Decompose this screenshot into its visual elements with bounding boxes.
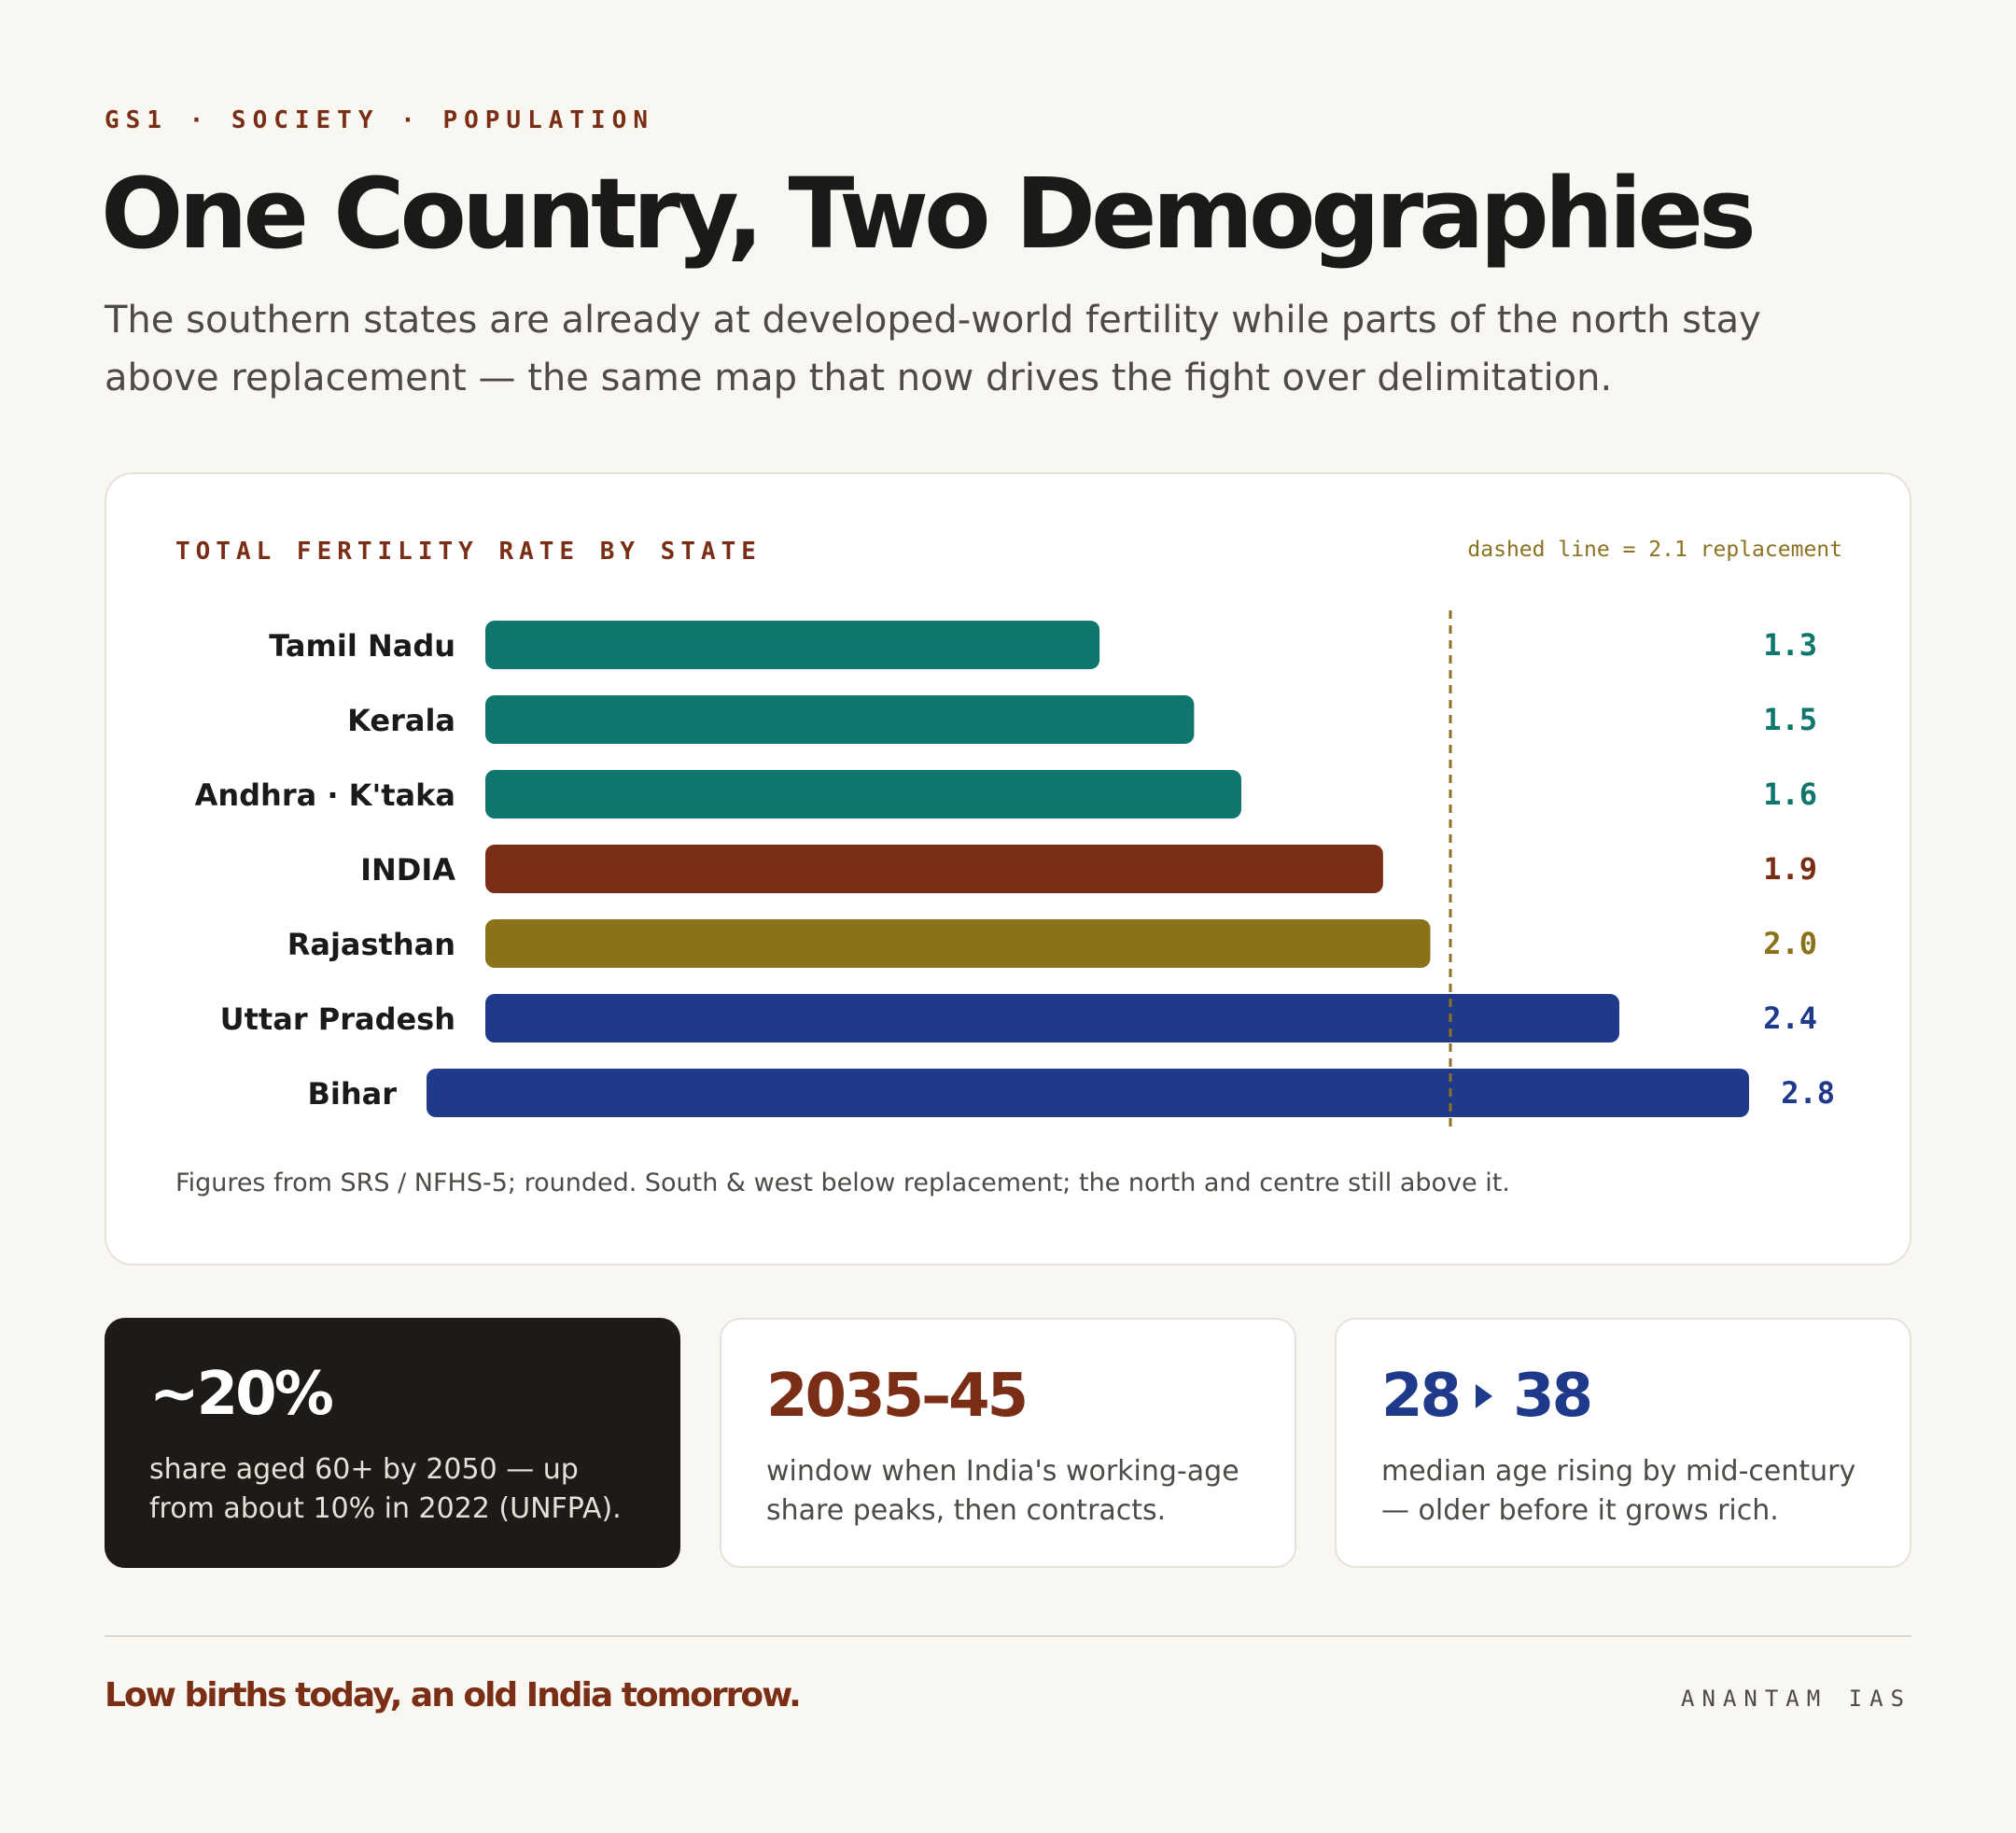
bar-andhra-k-taka — [485, 770, 1241, 819]
fertility-bar-chart: Tamil Nadu 1.3 Kerala 1.5 Andhra · K'taka 1.6… — [195, 610, 1835, 1133]
median-age-from: 28 — [1381, 1362, 1462, 1431]
category-label: Rajasthan — [287, 927, 455, 962]
bar-row-andhra-k-taka: Andhra · K'taka 1.6 — [195, 770, 1817, 819]
stat-card-elderly-share: ~20% share aged 60+ by 2050 — up from ab… — [105, 1318, 680, 1568]
bar-uttar-pradesh — [485, 994, 1619, 1042]
stat-description: median age rising by mid-century — older… — [1381, 1455, 1856, 1527]
value-label: 1.9 — [1763, 851, 1817, 887]
stat-value: 28 38 — [1381, 1359, 1865, 1434]
bar-row-india: INDIA 1.9 — [360, 845, 1817, 893]
bar-kerala — [485, 695, 1195, 744]
chart-title: TOTAL FERTILITY RATE BY STATE — [175, 538, 762, 566]
stat-card-working-age-window: 2035–45 window when India's working-age … — [720, 1318, 1296, 1568]
page-subtitle: The southern states are already at devel… — [105, 299, 1761, 399]
bar-row-bihar: Bihar 2.8 — [307, 1069, 1835, 1117]
bar-india — [485, 845, 1383, 893]
stat-value: 2035–45 — [766, 1362, 1029, 1431]
bar-row-tamil-nadu: Tamil Nadu 1.3 — [269, 621, 1817, 669]
category-label: Tamil Nadu — [269, 628, 455, 664]
value-label: 2.0 — [1763, 926, 1817, 961]
category-label: Kerala — [347, 703, 455, 738]
bar-rajasthan — [485, 919, 1431, 968]
brand-name: ANANTAM IAS — [1681, 1686, 1911, 1712]
reference-line-note: dashed line = 2.1 replacement — [1467, 538, 1842, 562]
bar-row-uttar-pradesh: Uttar Pradesh 2.4 — [220, 994, 1817, 1042]
category-label: Uttar Pradesh — [220, 1001, 455, 1037]
chart-footnote: Figures from SRS / NFHS-5; rounded. Sout… — [175, 1168, 1510, 1197]
category-label: Andhra · K'taka — [195, 777, 455, 813]
value-label: 2.8 — [1781, 1075, 1835, 1111]
bar-row-rajasthan: Rajasthan 2.0 — [287, 919, 1817, 968]
bar-bihar — [427, 1069, 1749, 1117]
value-label: 1.3 — [1763, 627, 1817, 663]
stat-value: ~20% — [149, 1360, 334, 1429]
stat-description: window when India's working-age share pe… — [766, 1455, 1239, 1527]
value-label: 1.5 — [1763, 702, 1817, 737]
footer-tagline: Low births today, an old India tomorrow. — [105, 1676, 802, 1714]
category-label: INDIA — [360, 852, 455, 888]
chevron-right-icon — [1476, 1384, 1493, 1408]
bar-tamil-nadu — [485, 621, 1100, 669]
fertility-chart-card: Tamil Nadu 1.3 Kerala 1.5 Andhra · K'taka 1.6… — [105, 472, 1911, 1266]
value-label: 1.6 — [1763, 777, 1817, 812]
page-title: One Country, Two Demographies — [101, 157, 1757, 271]
median-age-to: 38 — [1513, 1362, 1593, 1431]
stat-description: share aged 60+ by 2050 — up from about 1… — [149, 1453, 622, 1525]
kicker: GS1 · SOCIETY · POPULATION — [105, 106, 654, 134]
category-label: Bihar — [307, 1076, 397, 1112]
value-label: 2.4 — [1763, 1000, 1817, 1036]
footer-divider — [105, 1635, 1911, 1637]
bar-row-kerala: Kerala 1.5 — [347, 695, 1817, 744]
stat-card-median-age: 28 38 median age rising by mid-century —… — [1335, 1318, 1911, 1568]
